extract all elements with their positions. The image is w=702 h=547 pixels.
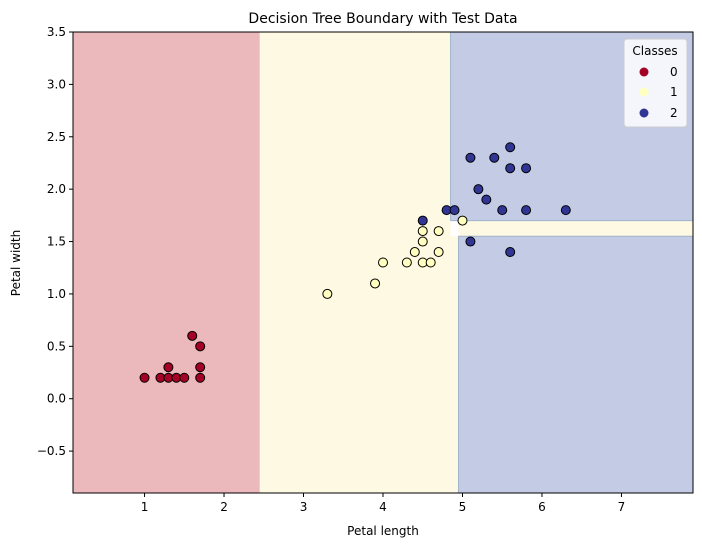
data-point-class-1 bbox=[425, 257, 436, 268]
x-tick-label: 6 bbox=[538, 500, 546, 514]
y-tick-label: 0.0 bbox=[47, 392, 66, 406]
data-point-class-0 bbox=[179, 372, 190, 383]
data-point-class-2 bbox=[497, 205, 508, 216]
data-point-class-1 bbox=[417, 236, 428, 247]
data-point-class-2 bbox=[505, 247, 516, 258]
y-tick-label: 2.5 bbox=[47, 130, 66, 144]
data-point-class-2 bbox=[481, 194, 492, 205]
y-tick-label: 3.0 bbox=[47, 77, 66, 91]
y-tick-label: 2.0 bbox=[47, 182, 66, 196]
data-point-class-1 bbox=[433, 226, 444, 237]
data-point-class-2 bbox=[417, 215, 428, 226]
x-axis: 1 2 3 4 5 6 7 bbox=[141, 493, 626, 514]
data-point-class-2 bbox=[465, 236, 476, 247]
legend-label-class-0: 0 bbox=[670, 65, 678, 79]
decision-region-class-1 bbox=[458, 220, 693, 237]
data-point-class-2 bbox=[489, 152, 500, 163]
data-point-class-0 bbox=[195, 341, 206, 352]
chart-title: Decision Tree Boundary with Test Data bbox=[248, 11, 517, 27]
y-axis: −0.5 0.0 0.5 1.0 1.5 2.0 2.5 3.0 3.5 bbox=[37, 25, 73, 458]
x-tick-label: 3 bbox=[300, 500, 308, 514]
legend-marker-class-1 bbox=[639, 87, 649, 97]
data-point-class-2 bbox=[521, 205, 532, 216]
data-point-class-0 bbox=[139, 372, 150, 383]
data-point-class-2 bbox=[473, 184, 484, 195]
test-data-points bbox=[139, 142, 571, 383]
data-point-class-2 bbox=[465, 152, 476, 163]
data-point-class-1 bbox=[401, 257, 412, 268]
x-axis-label: Petal length bbox=[347, 524, 419, 538]
data-point-class-1 bbox=[409, 247, 420, 258]
data-point-class-2 bbox=[449, 205, 460, 216]
legend-label-class-1: 1 bbox=[670, 85, 678, 99]
data-point-class-1 bbox=[322, 288, 333, 299]
data-point-class-2 bbox=[560, 205, 571, 216]
data-point-class-2 bbox=[505, 163, 516, 174]
x-tick-label: 1 bbox=[141, 500, 149, 514]
legend-marker-class-2 bbox=[639, 108, 649, 118]
decision-region-class-0 bbox=[73, 32, 260, 493]
y-tick-label: 1.0 bbox=[47, 287, 66, 301]
y-tick-label: 3.5 bbox=[47, 25, 66, 39]
decision-region-class-1 bbox=[450, 236, 459, 493]
y-tick-label: 0.5 bbox=[47, 339, 66, 353]
data-point-class-0 bbox=[195, 362, 206, 373]
data-point-class-1 bbox=[378, 257, 388, 268]
data-point-class-1 bbox=[417, 226, 428, 237]
legend: Classes 0 1 2 bbox=[623, 38, 688, 128]
legend-box bbox=[623, 38, 688, 128]
data-point-class-2 bbox=[505, 142, 516, 153]
x-tick-label: 7 bbox=[618, 500, 626, 514]
data-point-class-0 bbox=[163, 362, 174, 373]
y-tick-label: −0.5 bbox=[37, 444, 66, 458]
data-point-class-0 bbox=[195, 372, 206, 383]
x-tick-label: 5 bbox=[459, 500, 467, 514]
legend-marker-class-0 bbox=[639, 67, 649, 77]
y-tick-label: 1.5 bbox=[47, 235, 66, 249]
data-point-class-1 bbox=[370, 278, 381, 289]
y-axis-label: Petal width bbox=[9, 230, 23, 296]
decision-region-class-2 bbox=[458, 236, 693, 493]
data-point-class-1 bbox=[433, 247, 444, 258]
data-point-class-0 bbox=[187, 330, 198, 341]
data-point-class-1 bbox=[457, 215, 468, 226]
legend-label-class-2: 2 bbox=[670, 106, 678, 120]
data-point-class-2 bbox=[521, 163, 532, 174]
x-tick-label: 4 bbox=[379, 500, 387, 514]
legend-title: Classes bbox=[632, 44, 677, 58]
x-tick-label: 2 bbox=[220, 500, 228, 514]
